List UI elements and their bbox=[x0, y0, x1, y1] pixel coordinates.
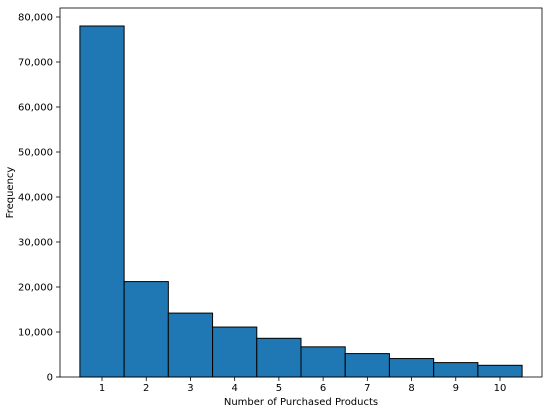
y-axis-label: Frequency bbox=[5, 167, 16, 219]
bar-9 bbox=[433, 362, 479, 378]
y-tick-label: 40,000 bbox=[18, 193, 53, 204]
bars-layer bbox=[79, 25, 523, 378]
bar-10 bbox=[477, 364, 523, 378]
bar-4 bbox=[212, 326, 258, 378]
x-tick-label: 5 bbox=[276, 383, 282, 394]
y-tick-label: 10,000 bbox=[18, 328, 53, 339]
x-tick-label: 6 bbox=[320, 383, 326, 394]
bar-6 bbox=[300, 346, 346, 378]
x-tick-label: 8 bbox=[408, 383, 414, 394]
x-tick-label: 4 bbox=[231, 383, 237, 394]
y-tick-label: 20,000 bbox=[18, 283, 53, 294]
bar-7 bbox=[344, 353, 390, 378]
y-tick-label: 80,000 bbox=[18, 13, 53, 24]
x-tick-label: 2 bbox=[143, 383, 149, 394]
y-axis-ticks: 0 10,000 20,000 30,000 40,000 50,000 60,000 70,… bbox=[18, 13, 60, 384]
x-tick-label: 3 bbox=[187, 383, 193, 394]
bar-5 bbox=[256, 337, 302, 378]
x-tick-label: 7 bbox=[364, 383, 370, 394]
bar-8 bbox=[388, 358, 435, 378]
y-tick-label: 60,000 bbox=[18, 103, 53, 114]
x-tick-label: 10 bbox=[494, 383, 507, 394]
y-tick-label: 50,000 bbox=[18, 148, 53, 159]
x-tick-label: 1 bbox=[99, 383, 105, 394]
x-axis-label: Number of Purchased Products bbox=[224, 397, 378, 408]
y-tick-label: 30,000 bbox=[18, 238, 53, 249]
y-tick-label: 0 bbox=[47, 373, 53, 384]
bar-3 bbox=[167, 312, 214, 378]
y-tick-label: 70,000 bbox=[18, 58, 53, 69]
bar-2 bbox=[123, 281, 169, 378]
bar-1 bbox=[79, 25, 125, 378]
x-tick-label: 9 bbox=[453, 383, 459, 394]
x-axis-ticks: 1 2 3 4 5 6 7 8 9 10 bbox=[99, 377, 507, 394]
plot-frame bbox=[59, 7, 543, 378]
